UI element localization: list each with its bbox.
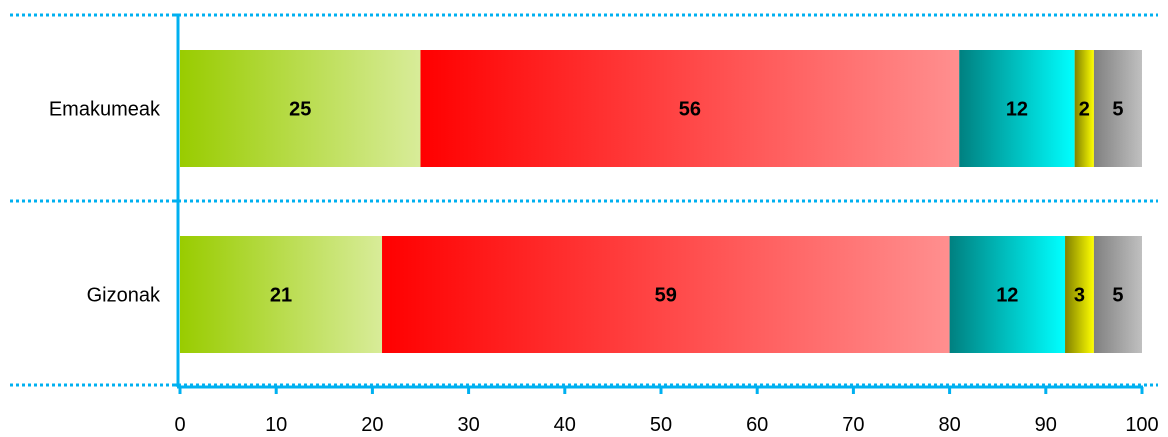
data-label: 59 bbox=[655, 285, 677, 307]
data-label: 3 bbox=[1074, 285, 1085, 307]
category-label: Gizonak bbox=[87, 285, 161, 307]
x-tick-label: 90 bbox=[1035, 414, 1057, 436]
axes-group bbox=[172, 13, 1144, 394]
x-tick-label: 40 bbox=[554, 414, 576, 436]
data-label: 25 bbox=[289, 99, 311, 121]
bar-segment bbox=[382, 236, 950, 353]
data-label: 5 bbox=[1112, 285, 1123, 307]
bar-segment bbox=[959, 50, 1075, 167]
data-label: 21 bbox=[270, 285, 292, 307]
category-separators bbox=[10, 13, 1158, 387]
x-tick-label: 50 bbox=[650, 414, 672, 436]
data-label: 56 bbox=[679, 99, 701, 121]
x-tick-label: 10 bbox=[265, 414, 287, 436]
x-tick-label: 100 bbox=[1125, 414, 1158, 436]
category-label: Emakumeak bbox=[49, 99, 161, 121]
x-tick-labels: 0 10 20 30 40 50 60 70 80 90 100 bbox=[174, 414, 1158, 436]
data-label: 12 bbox=[1006, 99, 1028, 121]
x-tick-label: 60 bbox=[746, 414, 768, 436]
bars-group: 25 56 12 2 521 59 12 3 5 bbox=[180, 50, 1142, 353]
category-labels: Emakumeak Gizonak bbox=[49, 99, 161, 307]
bar-segment bbox=[1093, 50, 1142, 167]
bar-segment bbox=[1074, 50, 1094, 167]
bar-segment bbox=[1093, 236, 1142, 353]
data-label: 12 bbox=[996, 285, 1018, 307]
data-label: 5 bbox=[1112, 99, 1123, 121]
data-label: 2 bbox=[1079, 99, 1090, 121]
bar-segment bbox=[180, 236, 383, 353]
bar-segment bbox=[180, 50, 421, 167]
bar-segment bbox=[420, 50, 960, 167]
x-tick-label: 30 bbox=[457, 414, 479, 436]
x-tick-label: 0 bbox=[174, 414, 185, 436]
x-tick-label: 80 bbox=[938, 414, 960, 436]
bar-segment bbox=[1065, 236, 1094, 353]
x-tick-label: 70 bbox=[842, 414, 864, 436]
bar-segment bbox=[949, 236, 1066, 353]
x-tick-label: 20 bbox=[361, 414, 383, 436]
